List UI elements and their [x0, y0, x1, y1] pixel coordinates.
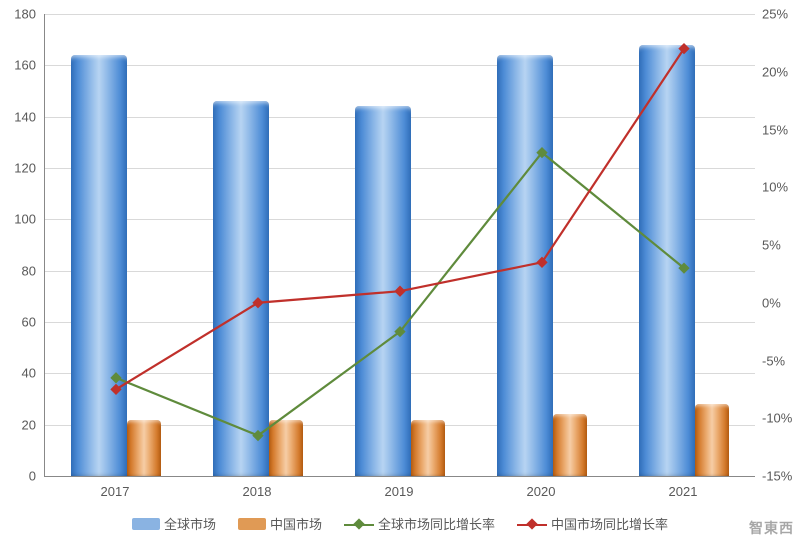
y-right-tick-label: -5% [762, 353, 785, 368]
legend-line-icon [517, 517, 547, 531]
legend-item-global: 全球市场 [132, 514, 216, 533]
legend-swatch [132, 518, 160, 530]
y-right-tick-label: -15% [762, 469, 792, 484]
y-left-tick-label: 140 [6, 109, 36, 124]
legend-label: 中国市场同比增长率 [551, 514, 668, 533]
legend-item-china: 中国市场 [238, 514, 322, 533]
y-left-tick-label: 20 [6, 417, 36, 432]
legend-marker-icon [526, 518, 537, 529]
legend-item-china_growth: 中国市场同比增长率 [517, 514, 668, 533]
legend-label: 中国市场 [270, 514, 322, 533]
legend-label: 全球市场 [164, 514, 216, 533]
x-tick-label: 2021 [669, 484, 698, 499]
y-right-tick-label: -10% [762, 411, 792, 426]
y-left-tick-label: 40 [6, 366, 36, 381]
y-right-tick-label: 10% [762, 180, 788, 195]
y-right-tick-label: 20% [762, 64, 788, 79]
y-left-tick-label: 120 [6, 161, 36, 176]
y-right-tick-label: 15% [762, 122, 788, 137]
plot-area [44, 14, 755, 477]
x-tick-label: 2017 [101, 484, 130, 499]
y-left-tick-label: 60 [6, 315, 36, 330]
y-left-tick-label: 100 [6, 212, 36, 227]
y-right-tick-label: 25% [762, 7, 788, 22]
y-right-tick-label: 5% [762, 238, 781, 253]
marker-china_growth [252, 297, 263, 308]
legend-line-icon [344, 517, 374, 531]
x-tick-label: 2018 [243, 484, 272, 499]
y-left-tick-label: 0 [6, 469, 36, 484]
marker-global_growth [110, 372, 121, 383]
marker-china_growth [110, 384, 121, 395]
marker-china_growth [536, 257, 547, 268]
legend-item-global_growth: 全球市场同比增长率 [344, 514, 495, 533]
lines-layer [45, 14, 755, 476]
legend-swatch [238, 518, 266, 530]
y-left-tick-label: 160 [6, 58, 36, 73]
y-right-tick-label: 0% [762, 295, 781, 310]
x-tick-label: 2019 [385, 484, 414, 499]
legend-marker-icon [353, 518, 364, 529]
marker-china_growth [394, 286, 405, 297]
legend-label: 全球市场同比增长率 [378, 514, 495, 533]
chart-container: 全球市场 中国市场 全球市场同比增长率 中国市场同比增长率 智東西 0 20 40 60 80… [0, 0, 800, 542]
legend: 全球市场 中国市场 全球市场同比增长率 中国市场同比增长率 [0, 514, 800, 533]
y-left-tick-label: 80 [6, 263, 36, 278]
x-tick-label: 2020 [527, 484, 556, 499]
marker-china_growth [678, 43, 689, 54]
y-left-tick-label: 180 [6, 7, 36, 22]
line-china_growth [116, 49, 684, 390]
watermark: 智東西 [749, 518, 794, 538]
